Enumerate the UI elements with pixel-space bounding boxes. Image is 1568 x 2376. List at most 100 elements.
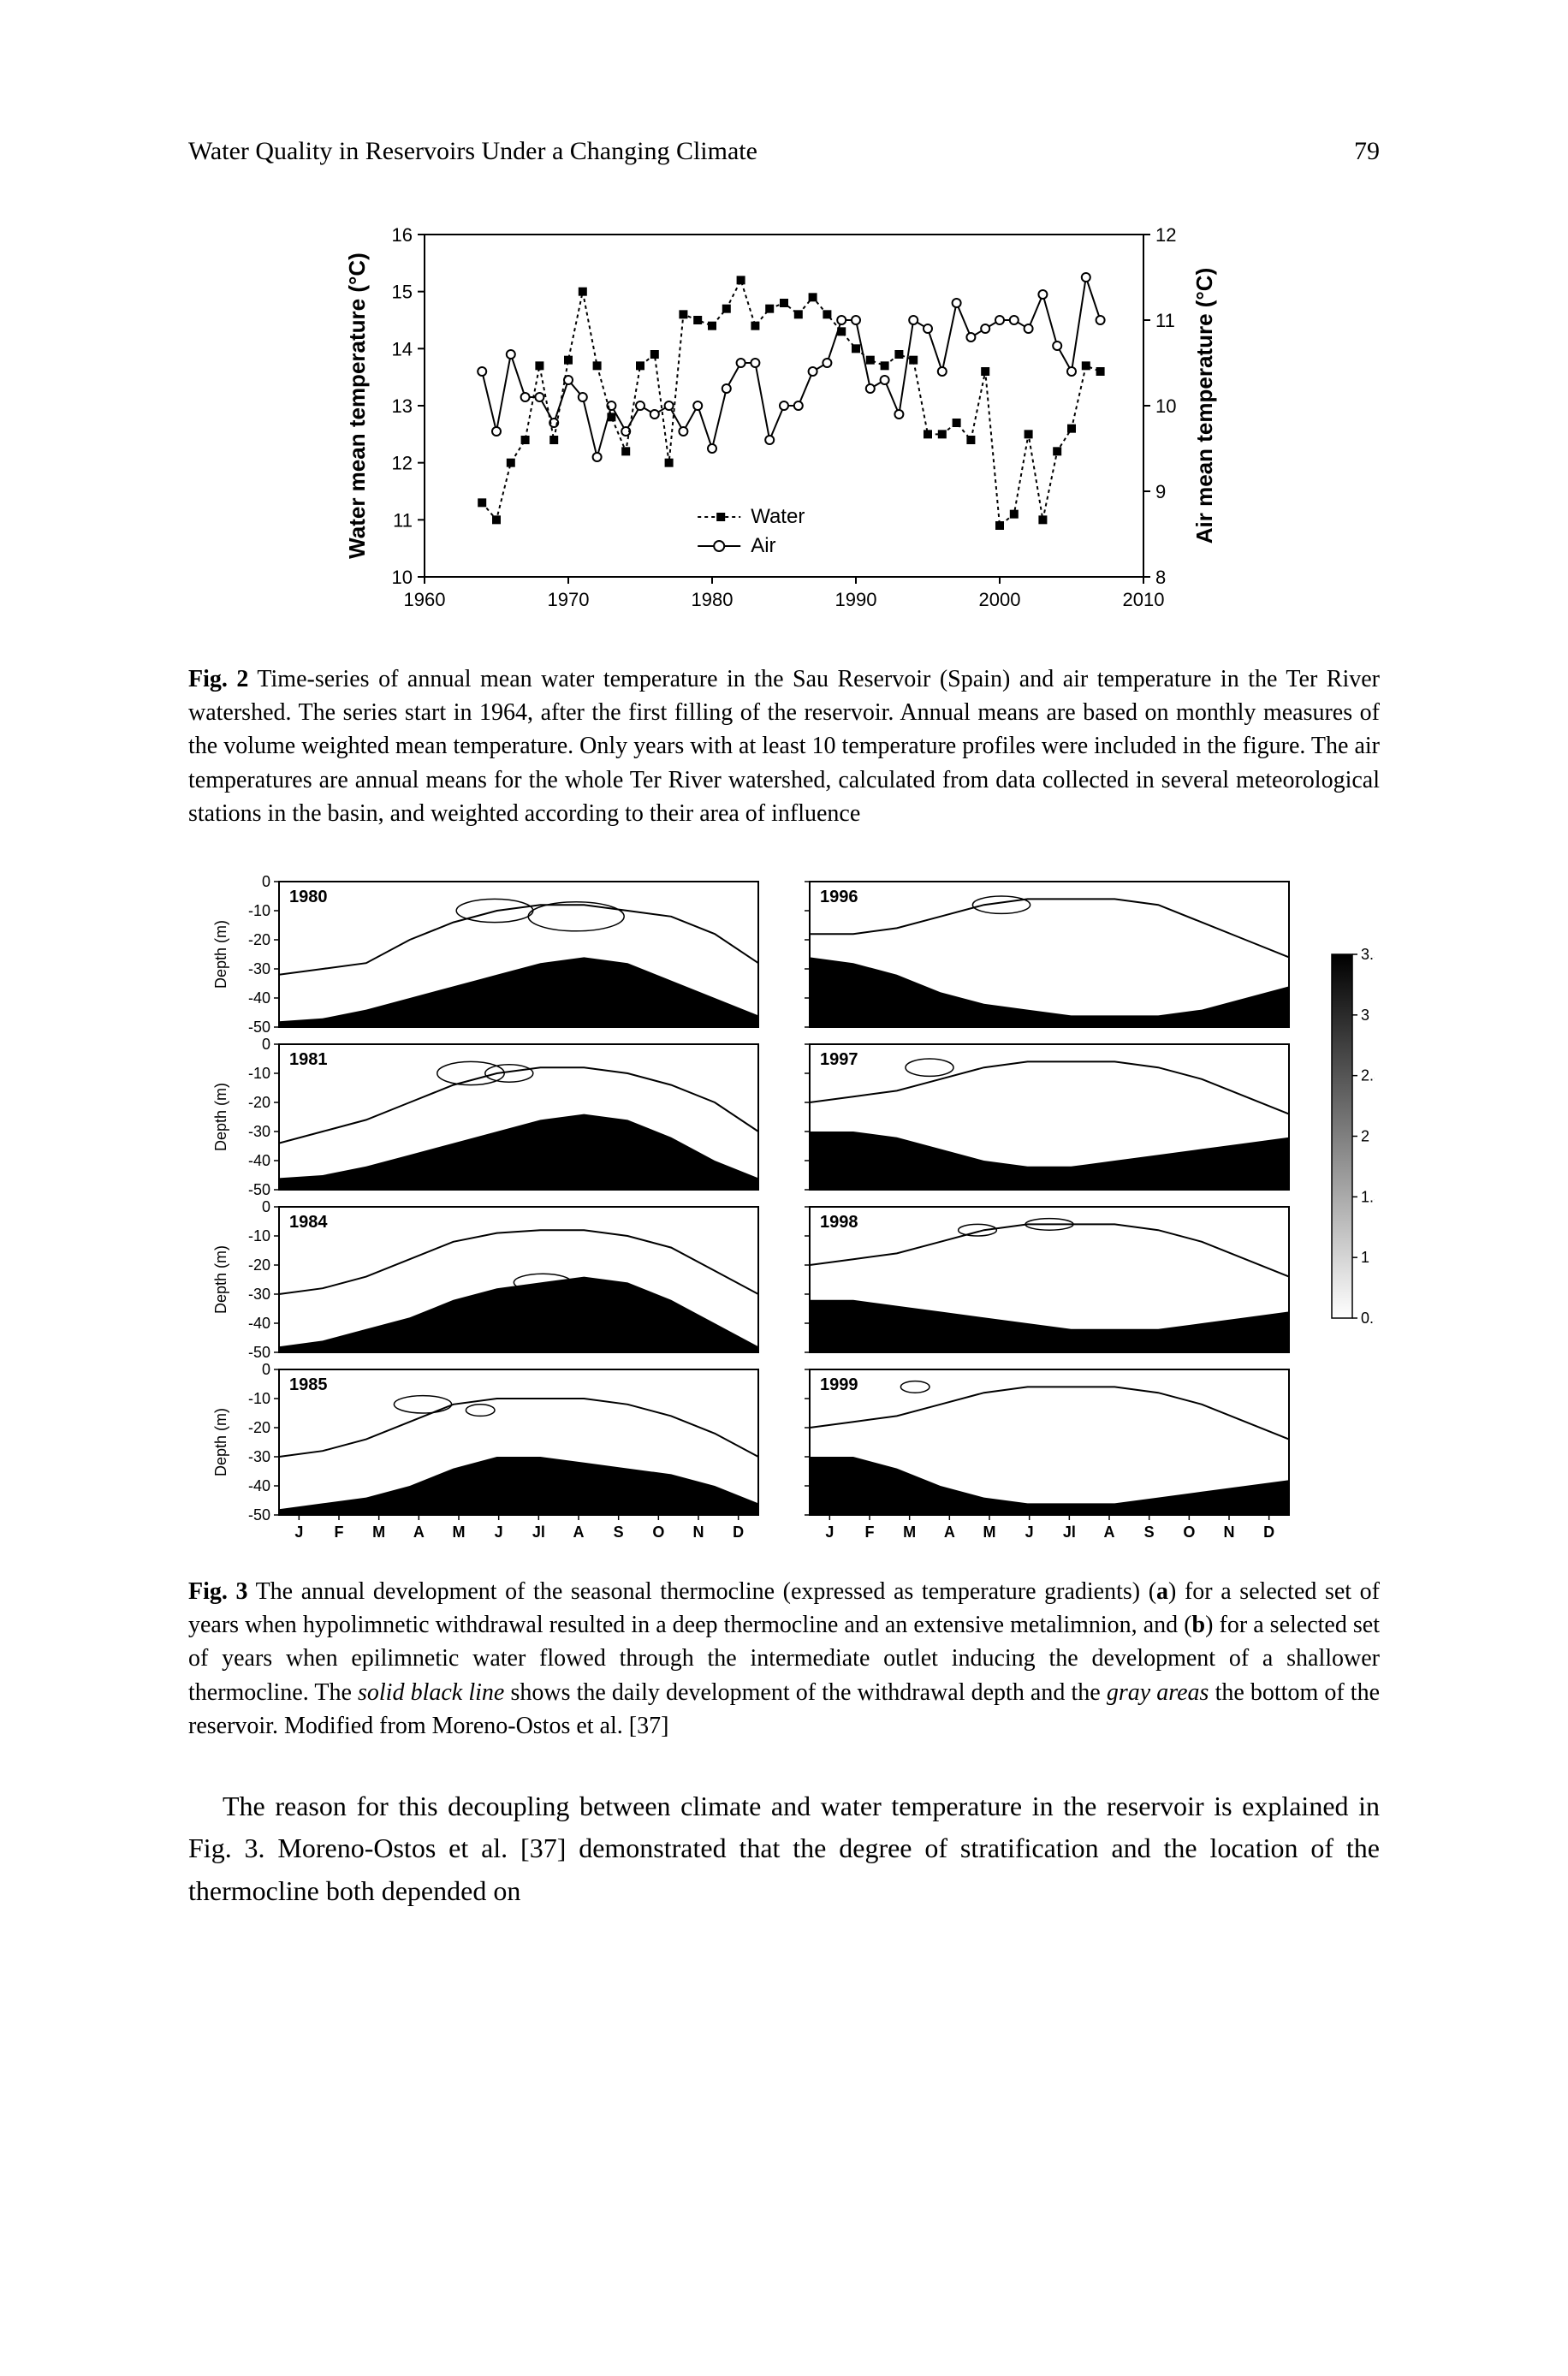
svg-text:1985: 1985 — [289, 1375, 328, 1394]
svg-text:1984: 1984 — [289, 1213, 328, 1232]
running-header: Water Quality in Reservoirs Under a Chan… — [188, 137, 1380, 166]
svg-text:-40: -40 — [248, 1152, 270, 1169]
figure-2-caption-text: Time-series of annual mean water tempera… — [188, 666, 1380, 827]
svg-text:1996: 1996 — [820, 888, 858, 906]
svg-text:M: M — [983, 1524, 996, 1541]
svg-text:3.5: 3.5 — [1361, 946, 1375, 963]
figure-2: 19601970198019902000201010111213141516Wa… — [188, 217, 1380, 628]
svg-text:11: 11 — [393, 509, 413, 531]
svg-text:0: 0 — [262, 1361, 270, 1378]
svg-text:10: 10 — [392, 567, 413, 588]
svg-text:11: 11 — [1155, 310, 1175, 331]
figure-3-svg: 1980 0 -10 -20 -30 -40 -50 Depth (m) 1981 0 -10 -20… — [193, 873, 1375, 1541]
svg-text:-50: -50 — [248, 1181, 270, 1198]
svg-text:2010: 2010 — [1123, 589, 1165, 610]
svg-text:-50: -50 — [248, 1344, 270, 1361]
svg-text:-20: -20 — [248, 1094, 270, 1111]
page: Water Quality in Reservoirs Under a Chan… — [0, 0, 1568, 2376]
svg-text:Air mean temperature (°C): Air mean temperature (°C) — [1191, 268, 1217, 544]
page-number: 79 — [1354, 137, 1380, 166]
svg-text:-40: -40 — [248, 989, 270, 1007]
svg-text:-10: -10 — [248, 1227, 270, 1244]
svg-text:M: M — [453, 1524, 466, 1541]
svg-text:D: D — [1263, 1524, 1274, 1541]
figure-2-label: Fig. 2 — [188, 666, 248, 692]
svg-text:12: 12 — [392, 453, 413, 474]
svg-text:2: 2 — [1361, 1127, 1369, 1144]
svg-text:-50: -50 — [248, 1019, 270, 1036]
svg-text:Air: Air — [751, 534, 775, 557]
header-left: Water Quality in Reservoirs Under a Chan… — [188, 137, 757, 166]
svg-text:-10: -10 — [248, 902, 270, 919]
svg-text:2000: 2000 — [979, 589, 1021, 610]
svg-text:1981: 1981 — [289, 1050, 328, 1069]
svg-text:14: 14 — [392, 338, 413, 359]
svg-text:-50: -50 — [248, 1506, 270, 1524]
svg-text:A: A — [944, 1524, 955, 1541]
svg-text:Jl: Jl — [532, 1524, 545, 1541]
svg-text:10: 10 — [1155, 395, 1176, 417]
svg-text:12: 12 — [1155, 224, 1176, 246]
svg-text:1998: 1998 — [820, 1213, 858, 1232]
svg-text:A: A — [413, 1524, 425, 1541]
figure-2-svg: 19601970198019902000201010111213141516Wa… — [330, 217, 1238, 628]
svg-text:O: O — [652, 1524, 664, 1541]
svg-text:1970: 1970 — [548, 589, 590, 610]
svg-text:1990: 1990 — [835, 589, 877, 610]
svg-text:8: 8 — [1155, 567, 1166, 588]
figure-3: 1980 0 -10 -20 -30 -40 -50 Depth (m) 1981 0 -10 -20… — [188, 873, 1380, 1541]
figure-3-label: Fig. 3 — [188, 1578, 247, 1605]
svg-text:-20: -20 — [248, 931, 270, 948]
svg-text:J: J — [495, 1524, 503, 1541]
svg-text:16: 16 — [392, 224, 413, 246]
svg-text:O: O — [1183, 1524, 1195, 1541]
svg-text:J: J — [294, 1524, 303, 1541]
svg-text:Depth (m): Depth (m) — [212, 1245, 229, 1314]
svg-text:0: 0 — [262, 1036, 270, 1053]
figure-2-caption: Fig. 2 Time-series of annual mean water … — [188, 662, 1380, 830]
svg-text:D: D — [733, 1524, 744, 1541]
svg-text:N: N — [693, 1524, 704, 1541]
svg-text:M: M — [372, 1524, 385, 1541]
svg-text:-40: -40 — [248, 1477, 270, 1494]
svg-text:-20: -20 — [248, 1419, 270, 1436]
svg-text:M: M — [903, 1524, 916, 1541]
svg-text:1999: 1999 — [820, 1375, 858, 1394]
body-paragraph: The reason for this decoupling between c… — [188, 1785, 1380, 1913]
svg-text:-40: -40 — [248, 1315, 270, 1332]
svg-text:-30: -30 — [248, 1286, 270, 1303]
svg-text:S: S — [614, 1524, 624, 1541]
svg-text:F: F — [865, 1524, 875, 1541]
svg-text:F: F — [335, 1524, 344, 1541]
svg-text:15: 15 — [392, 282, 413, 303]
svg-text:1.5: 1.5 — [1361, 1188, 1375, 1205]
svg-text:Depth (m): Depth (m) — [212, 1408, 229, 1476]
svg-text:J: J — [825, 1524, 834, 1541]
svg-text:0.5: 0.5 — [1361, 1310, 1375, 1327]
figure-3-caption: Fig. 3 The annual development of the sea… — [188, 1575, 1380, 1743]
svg-text:-30: -30 — [248, 1123, 270, 1140]
svg-text:1960: 1960 — [404, 589, 446, 610]
svg-text:1980: 1980 — [692, 589, 734, 610]
svg-text:Water: Water — [751, 505, 805, 528]
svg-text:A: A — [573, 1524, 585, 1541]
svg-text:0: 0 — [262, 1198, 270, 1215]
svg-text:Water mean temperature (°C): Water mean temperature (°C) — [344, 252, 370, 559]
svg-text:-10: -10 — [248, 1065, 270, 1082]
svg-text:Jl: Jl — [1063, 1524, 1076, 1541]
svg-text:Depth (m): Depth (m) — [212, 1083, 229, 1151]
svg-text:S: S — [1144, 1524, 1155, 1541]
svg-text:-30: -30 — [248, 1448, 270, 1465]
svg-text:9: 9 — [1155, 481, 1166, 502]
svg-text:1: 1 — [1361, 1249, 1369, 1266]
svg-text:-20: -20 — [248, 1256, 270, 1274]
svg-text:13: 13 — [392, 395, 413, 417]
svg-text:-30: -30 — [248, 960, 270, 977]
svg-text:Depth (m): Depth (m) — [212, 920, 229, 989]
svg-text:1980: 1980 — [289, 888, 328, 906]
svg-text:1997: 1997 — [820, 1050, 858, 1069]
svg-text:3: 3 — [1361, 1007, 1369, 1024]
svg-text:0: 0 — [262, 873, 270, 890]
svg-text:2.5: 2.5 — [1361, 1067, 1375, 1084]
svg-text:-10: -10 — [248, 1390, 270, 1407]
